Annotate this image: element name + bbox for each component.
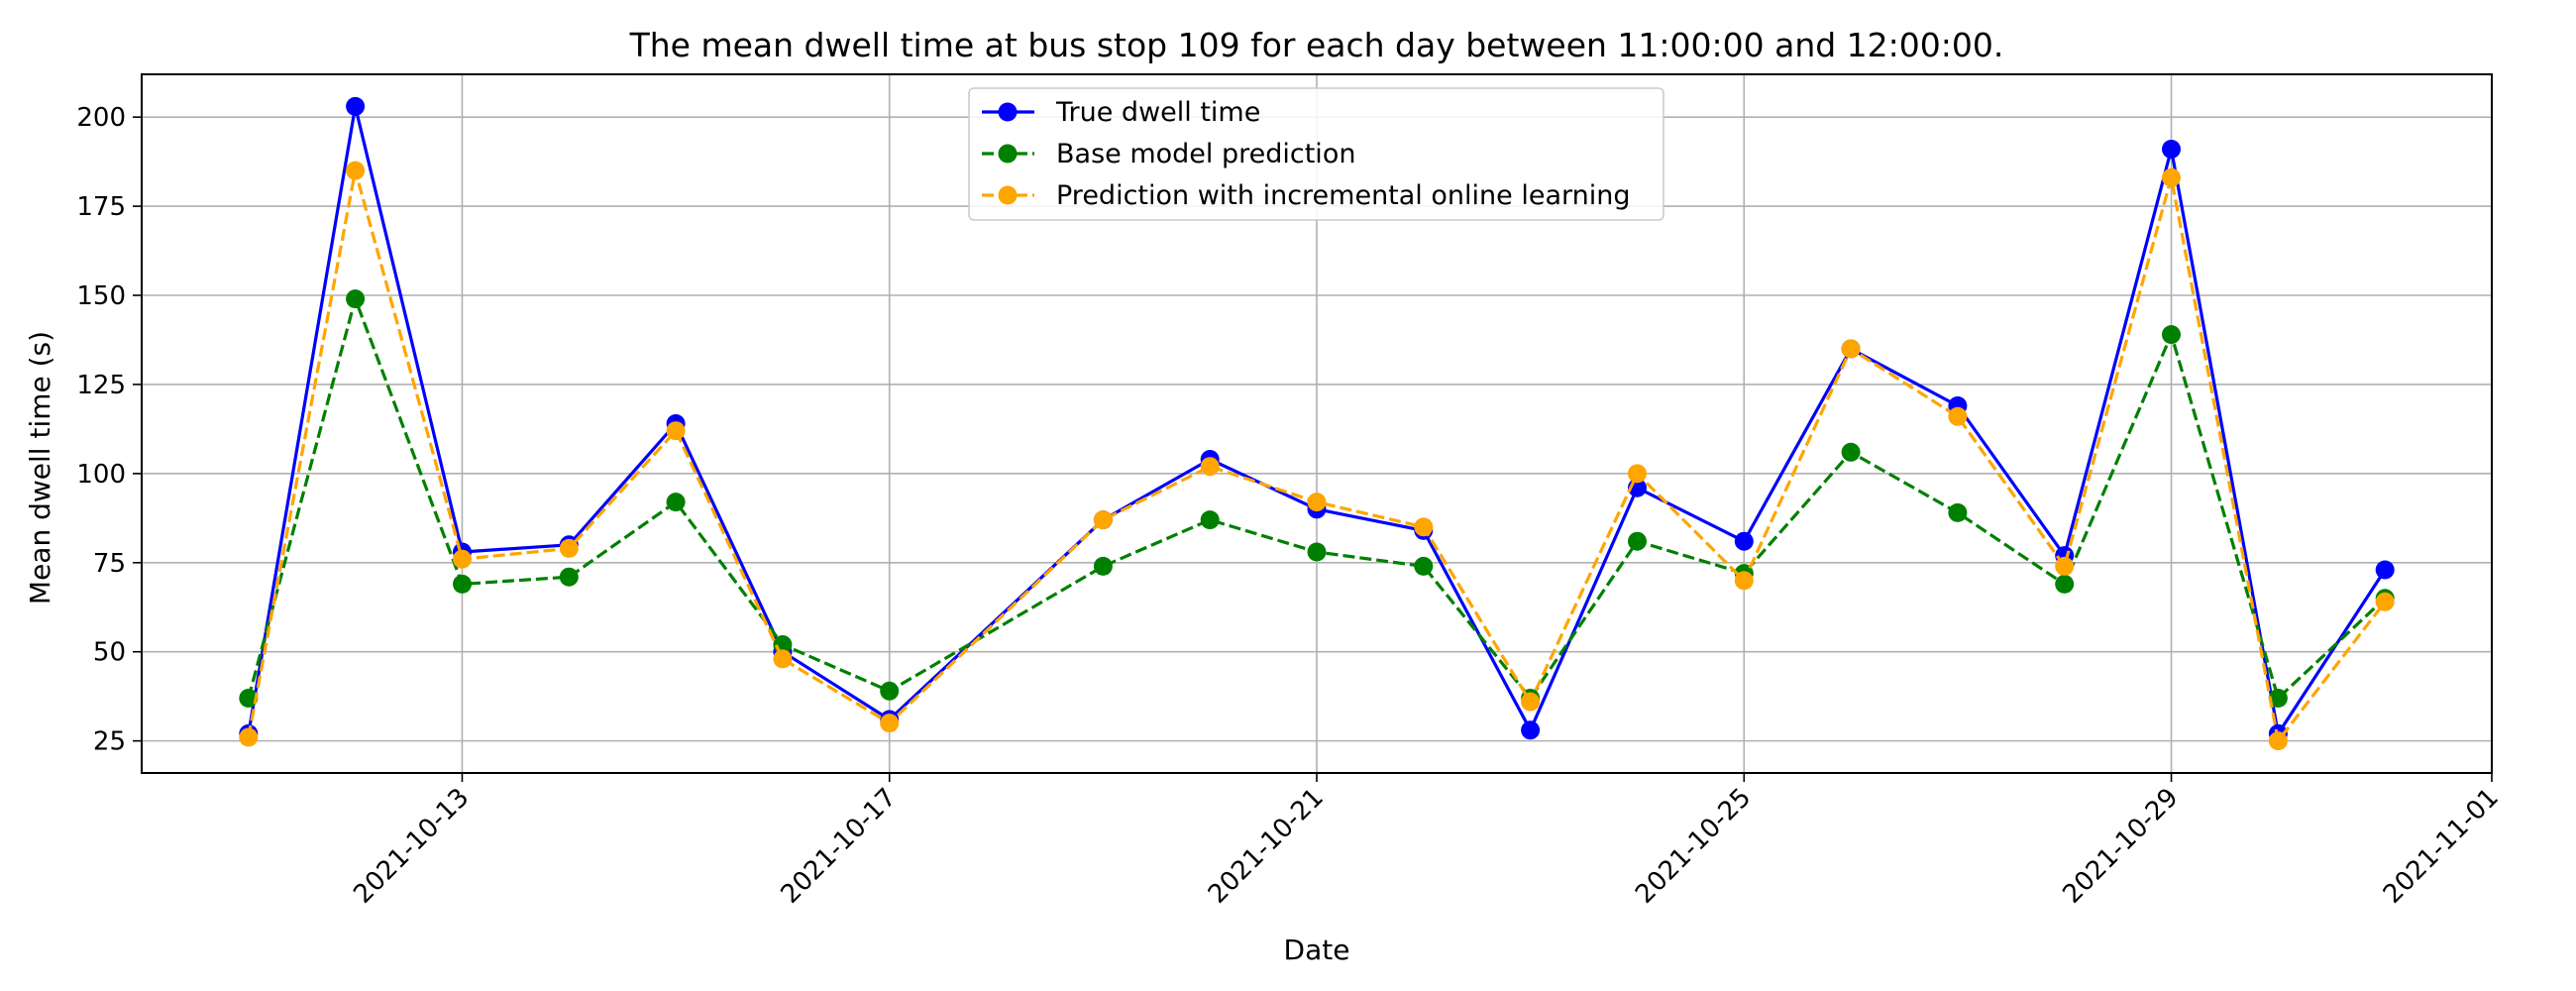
legend-box [968, 87, 1664, 221]
data-point [453, 574, 472, 594]
data-point [2375, 560, 2395, 580]
y-tick-label: 25 [93, 727, 126, 757]
series-line [247, 168, 2387, 743]
legend-item: True dwell time [982, 97, 1260, 128]
data-point [239, 689, 259, 708]
y-axis-label: Mean dwell time (s) [24, 331, 56, 605]
data-point [1734, 531, 1754, 551]
data-point [1628, 464, 1647, 484]
data-point [1734, 571, 1754, 591]
y-tick-label: 50 [93, 638, 126, 668]
y-tick-label: 100 [76, 460, 126, 490]
legend: True dwell time Base model prediction Pred… [968, 87, 1664, 221]
data-point [773, 649, 793, 669]
chart-title: The mean dwell time at bus stop 109 for … [629, 26, 2004, 64]
legend-label: Prediction with incremental online learn… [1056, 180, 1631, 211]
data-point [1628, 531, 1647, 551]
data-point [453, 549, 472, 569]
data-point [1200, 457, 1220, 477]
legend-swatch-marker [998, 102, 1018, 122]
data-point [1841, 339, 1861, 359]
series-line [247, 297, 2387, 701]
data-point [1948, 502, 1968, 522]
data-point [559, 567, 579, 587]
y-tick-label: 125 [76, 371, 126, 400]
y-tick-label: 150 [76, 281, 126, 311]
y-tick-label: 200 [76, 103, 126, 133]
data-point [1521, 692, 1541, 712]
data-point [880, 681, 900, 701]
data-point [2268, 731, 2288, 751]
data-point [1414, 517, 1434, 537]
data-point [2055, 574, 2075, 594]
data-point [239, 727, 259, 747]
data-point [346, 96, 366, 116]
data-point [1200, 510, 1220, 530]
data-point [1948, 406, 1968, 426]
data-point [346, 289, 366, 309]
legend-label: True dwell time [1055, 97, 1260, 128]
data-point [1307, 542, 1327, 562]
data-point [2162, 167, 2181, 187]
series-line [247, 104, 2387, 736]
legend-swatch-marker [998, 185, 1018, 205]
x-axis-label: Date [1284, 934, 1350, 966]
legend-swatch-marker [998, 144, 1018, 164]
series-layer [239, 96, 2395, 751]
data-point [1307, 493, 1327, 512]
data-point [1521, 720, 1541, 740]
data-point [880, 714, 900, 733]
data-point [2162, 325, 2181, 345]
y-tick-label: 175 [76, 192, 126, 222]
data-point [666, 421, 686, 441]
series-3 [239, 161, 2395, 751]
data-point [1841, 442, 1861, 462]
data-point [1414, 556, 1434, 576]
data-point [1093, 556, 1113, 576]
data-point [559, 538, 579, 558]
legend-item: Prediction with incremental online learn… [982, 180, 1631, 211]
y-tick-label: 75 [93, 549, 126, 579]
data-point [666, 493, 686, 512]
legend-label: Base model prediction [1056, 139, 1355, 169]
data-point [2055, 556, 2075, 576]
data-point [1093, 510, 1113, 530]
data-point [2268, 689, 2288, 708]
data-point [2375, 592, 2395, 611]
data-point [2162, 140, 2181, 159]
data-point [346, 161, 366, 180]
legend-item: Base model prediction [982, 139, 1355, 169]
